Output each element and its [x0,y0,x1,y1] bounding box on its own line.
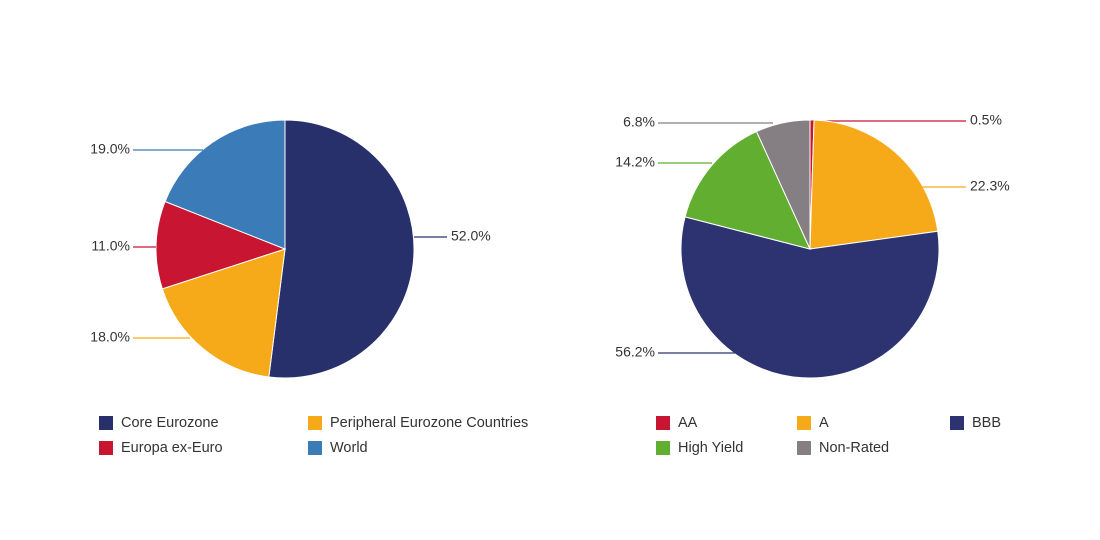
legend-label: A [819,415,829,431]
legend-label: High Yield [678,440,744,456]
data-label-bbb: 56.2% [615,344,655,360]
legend-item-non-rated: Non-Rated [797,439,889,457]
legend-label: AA [678,415,698,431]
legend-item-bbb: BBB [950,414,1001,432]
legend-swatch [656,416,670,430]
legend-item-world: World [308,439,368,457]
legend-label: BBB [972,415,1002,431]
pie-chart-regions: 52.0% 18.0% 11.0% 19.0% [90,119,491,379]
legend-label: Core Eurozone [121,415,219,431]
legend-swatch [308,416,322,430]
legend-item-high-yield: High Yield [656,439,743,457]
legend-item-peripheral-eurozone: Peripheral Eurozone Countries [308,414,528,432]
legend-item-aa: AA [656,414,697,432]
pie-slice-a [809,119,939,250]
legend-swatch [99,416,113,430]
legend-item-a: A [797,414,829,432]
legend-item-europa-ex-euro: Europa ex-Euro [99,439,223,457]
pie-slice-world [164,119,286,250]
data-label-peripheral-eurozone-countries: 18.0% [90,329,130,345]
data-label-a: 22.3% [970,178,1010,194]
pie-slice-high-yield [684,130,811,250]
data-label-aa: 0.5% [970,112,1002,128]
pie-slice-bbb [680,216,940,379]
legend-label: Peripheral Eurozone Countries [330,415,529,431]
pie-slice-europa-ex-euro [155,200,287,290]
legend-label: Europa ex-Euro [121,440,223,456]
legend-swatch [99,441,113,455]
pie-chart-ratings: 0.5% 22.3% 56.2% 14.2% 6.8% [615,112,1010,379]
legend-label: Non-Rated [819,440,890,456]
legend-label: World [330,440,368,456]
legend-swatch [656,441,670,455]
data-label-europa-ex-euro: 11.0% [91,238,130,254]
data-label-non-rated: 6.8% [623,114,655,130]
data-label-world: 19.0% [90,141,130,157]
legend-swatch [797,441,811,455]
legend-swatch [308,441,322,455]
pie-slice-non-rated [755,119,811,250]
pie-slice-peripheral-eurozone-countries [161,248,286,378]
legend-item-core-eurozone: Core Eurozone [99,414,219,432]
data-label-high-yield: 14.2% [615,154,655,170]
pie-slice-core-eurozone [268,119,415,379]
legend-swatch [950,416,964,430]
legend-swatch [797,416,811,430]
data-label-core-eurozone: 52.0% [451,228,491,244]
